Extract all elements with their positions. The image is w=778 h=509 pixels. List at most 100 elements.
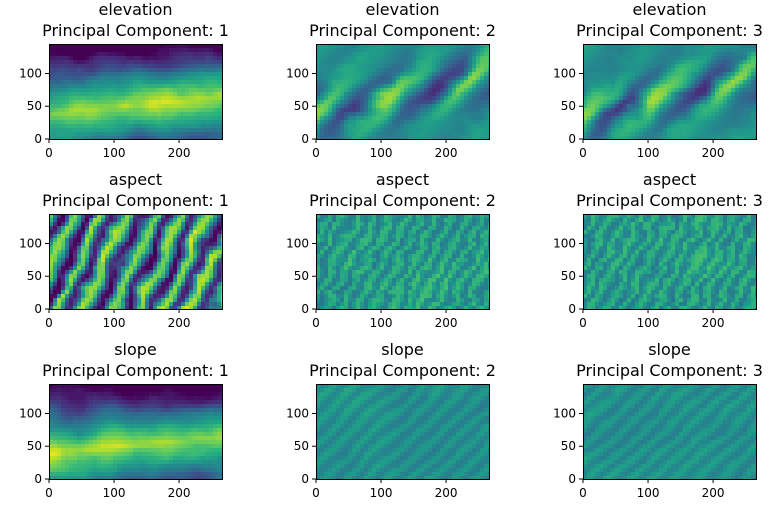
- heatmap-cell: [711, 108, 716, 113]
- heatmap-cell: [352, 92, 357, 97]
- heatmap-cell: [464, 108, 469, 113]
- heatmap-cell: [201, 214, 206, 219]
- heatmap-cell: [189, 128, 194, 133]
- heatmap-cell: [707, 88, 712, 93]
- heatmap-cell: [189, 104, 194, 109]
- heatmap-cell: [452, 64, 457, 69]
- heatmap-cell: [416, 52, 421, 57]
- heatmap-cell: [743, 64, 748, 69]
- heatmap-cell: [448, 222, 453, 227]
- heatmap-cell: [352, 56, 357, 61]
- heatmap-cell: [137, 136, 142, 140]
- heatmap-cell: [81, 80, 86, 85]
- heatmap-cell: [49, 270, 54, 275]
- heatmap-cell: [117, 222, 122, 227]
- heatmap-cell: [61, 104, 66, 109]
- heatmap-cell: [472, 218, 477, 223]
- heatmap-cell: [101, 222, 106, 227]
- heatmap-cell: [755, 116, 757, 121]
- heatmap-cell: [161, 266, 166, 271]
- heatmap-cell: [61, 230, 66, 235]
- heatmap-cell: [743, 104, 748, 109]
- heatmap-cell: [603, 72, 608, 77]
- heatmap-cell: [440, 64, 445, 69]
- heatmap-cell: [432, 136, 437, 140]
- heatmap-cell: [161, 96, 166, 101]
- heatmap-cell: [149, 262, 154, 267]
- heatmap-cell: [655, 116, 660, 121]
- heatmap-cell: [117, 64, 122, 69]
- heatmap-cell: [213, 64, 218, 69]
- heatmap-cell: [723, 112, 728, 117]
- heatmap-cell: [739, 100, 744, 105]
- heatmap-cell: [735, 64, 740, 69]
- heatmap-cell: [141, 120, 146, 125]
- heatmap-cell: [49, 52, 54, 57]
- heatmap-cell: [599, 52, 604, 57]
- heatmap-cell: [61, 72, 66, 77]
- heatmap-cell: [448, 84, 453, 89]
- heatmap-cell: [412, 226, 417, 231]
- heatmap-cell: [448, 266, 453, 271]
- heatmap-cell: [416, 72, 421, 77]
- heatmap-cell: [340, 88, 345, 93]
- heatmap-cell: [591, 92, 596, 97]
- heatmap-cell: [97, 56, 102, 61]
- heatmap-cell: [595, 56, 600, 61]
- heatmap-cell: [213, 258, 218, 263]
- heatmap-cell: [336, 254, 341, 259]
- heatmap-cell: [456, 230, 461, 235]
- heatmap-cell: [161, 286, 166, 291]
- heatmap-cell: [77, 96, 82, 101]
- heatmap-cell: [424, 218, 429, 223]
- heatmap-cell: [320, 44, 325, 49]
- heatmap-cell: [85, 44, 90, 49]
- heatmap-cell: [328, 84, 333, 89]
- heatmap-cell: [460, 60, 465, 65]
- heatmap-cell: [651, 128, 656, 133]
- heatmap-cell: [611, 96, 616, 101]
- heatmap-cell: [217, 246, 222, 251]
- heatmap-cell: [452, 100, 457, 105]
- heatmap-cell: [324, 132, 329, 137]
- heatmap-cell: [352, 124, 357, 129]
- heatmap-cell: [205, 80, 210, 85]
- heatmap-cell: [137, 238, 142, 243]
- heatmap-cell: [432, 218, 437, 223]
- heatmap-cell: [655, 128, 660, 133]
- heatmap-cell: [484, 72, 489, 77]
- heatmap-cell: [324, 112, 329, 117]
- heatmap-cell: [73, 68, 78, 73]
- heatmap-cell: [655, 80, 660, 85]
- heatmap-cell: [89, 306, 94, 310]
- heatmap-cell: [460, 238, 465, 243]
- heatmap-cell: [352, 230, 357, 235]
- heatmap-cell: [181, 258, 186, 263]
- heatmap-cell: [324, 44, 329, 49]
- heatmap-cell: [161, 298, 166, 303]
- heatmap-cell: [61, 242, 66, 247]
- heatmap-cell: [671, 124, 676, 129]
- heatmap-cell: [328, 112, 333, 117]
- heatmap-cell: [723, 52, 728, 57]
- heatmap-cell: [627, 52, 632, 57]
- heatmap-cell: [428, 246, 433, 251]
- heatmap-cell: [424, 96, 429, 101]
- heatmap-cell: [392, 218, 397, 223]
- heatmap-cell: [105, 112, 110, 117]
- heatmap-cell: [691, 132, 696, 137]
- heatmap-cell: [153, 88, 158, 93]
- heatmap-cell: [444, 64, 449, 69]
- heatmap-cell: [743, 88, 748, 93]
- heatmap-cell: [408, 120, 413, 125]
- heatmap-cell: [460, 136, 465, 140]
- heatmap-cell: [49, 230, 54, 235]
- heatmap-cell: [615, 120, 620, 125]
- heatmap-cell: [105, 242, 110, 247]
- heatmap-cell: [153, 100, 158, 105]
- heatmap-cell: [65, 214, 70, 219]
- heatmap-cell: [711, 60, 716, 65]
- heatmap-cell: [185, 112, 190, 117]
- heatmap-cell: [61, 282, 66, 287]
- heatmap-cell: [49, 226, 54, 231]
